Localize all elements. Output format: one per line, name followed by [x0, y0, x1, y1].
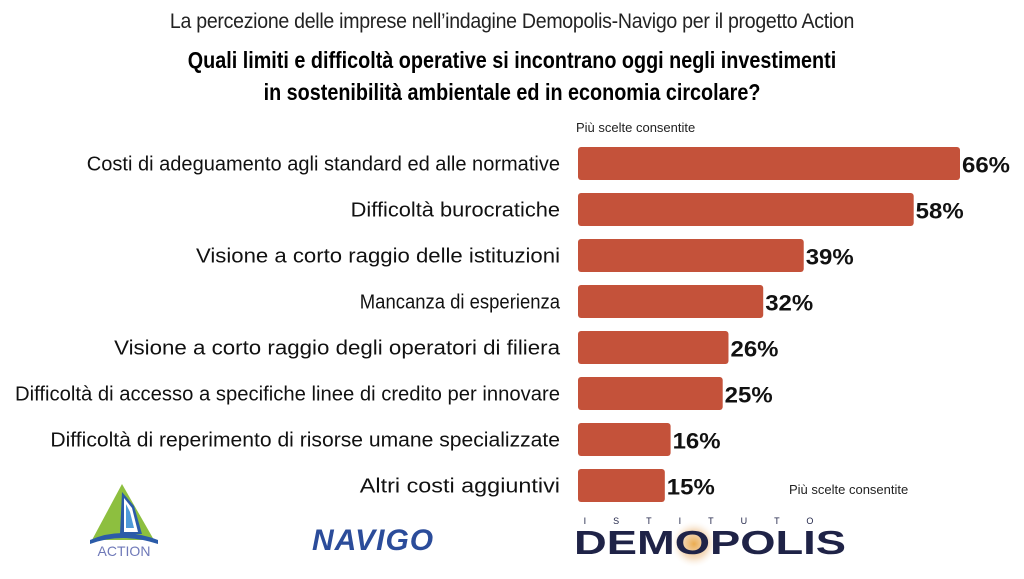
bar	[578, 285, 764, 318]
value-label: 39%	[806, 245, 854, 270]
category-label: Difficoltà burocratiche	[351, 200, 560, 222]
category-label: Visione a corto raggio delle istituzioni	[196, 246, 560, 268]
bar	[578, 331, 729, 364]
value-label: 66%	[962, 153, 1010, 178]
value-label: 32%	[765, 291, 813, 316]
value-label: 26%	[730, 337, 778, 362]
category-label: Difficoltà di accesso a specifiche linee…	[15, 384, 560, 406]
bar	[578, 239, 804, 272]
demopolis-main-text: DEMOPOLIS	[574, 524, 846, 561]
value-label: 25%	[725, 383, 773, 408]
demopolis-logo: ISTITUTO DEMOPOLIS	[572, 514, 852, 574]
bar	[578, 469, 665, 502]
category-label: Altri costi aggiuntivi	[360, 476, 560, 498]
value-label: 15%	[667, 475, 715, 500]
bar	[578, 147, 960, 180]
navigo-logo-text: NAVIGO	[312, 524, 434, 556]
navigo-logo: NAVIGO	[310, 522, 460, 557]
value-label: 58%	[916, 199, 964, 224]
action-logo: ACTION	[84, 482, 164, 562]
category-label: Visione a corto raggio degli operatori d…	[114, 338, 561, 360]
chart-title-line-2: in sostenibilità ambientale ed in econom…	[263, 79, 761, 105]
bar	[578, 423, 671, 456]
category-label: Difficoltà di reperimento di risorse uma…	[50, 430, 560, 452]
chart-subtitle: La percezione delle imprese nell’indagin…	[169, 10, 855, 33]
multiple-choice-note-top: Più scelte consentite	[576, 120, 696, 135]
category-label: Costi di adeguamento agli standard ed al…	[87, 154, 560, 176]
demopolis-istituto-text: ISTITUTO	[584, 516, 841, 526]
action-logo-text: ACTION	[98, 543, 151, 559]
category-label: Mancanza di esperienza	[360, 292, 561, 314]
action-logo-mark: ACTION	[90, 484, 158, 559]
value-label: 16%	[673, 429, 721, 454]
bar	[578, 377, 723, 410]
bar	[578, 193, 914, 226]
chart-title: Quali limiti e difficoltà operative si i…	[72, 44, 953, 108]
chart-title-line-1: Quali limiti e difficoltà operative si i…	[187, 47, 837, 73]
multiple-choice-note-bottom: Più scelte consentite	[789, 482, 909, 497]
